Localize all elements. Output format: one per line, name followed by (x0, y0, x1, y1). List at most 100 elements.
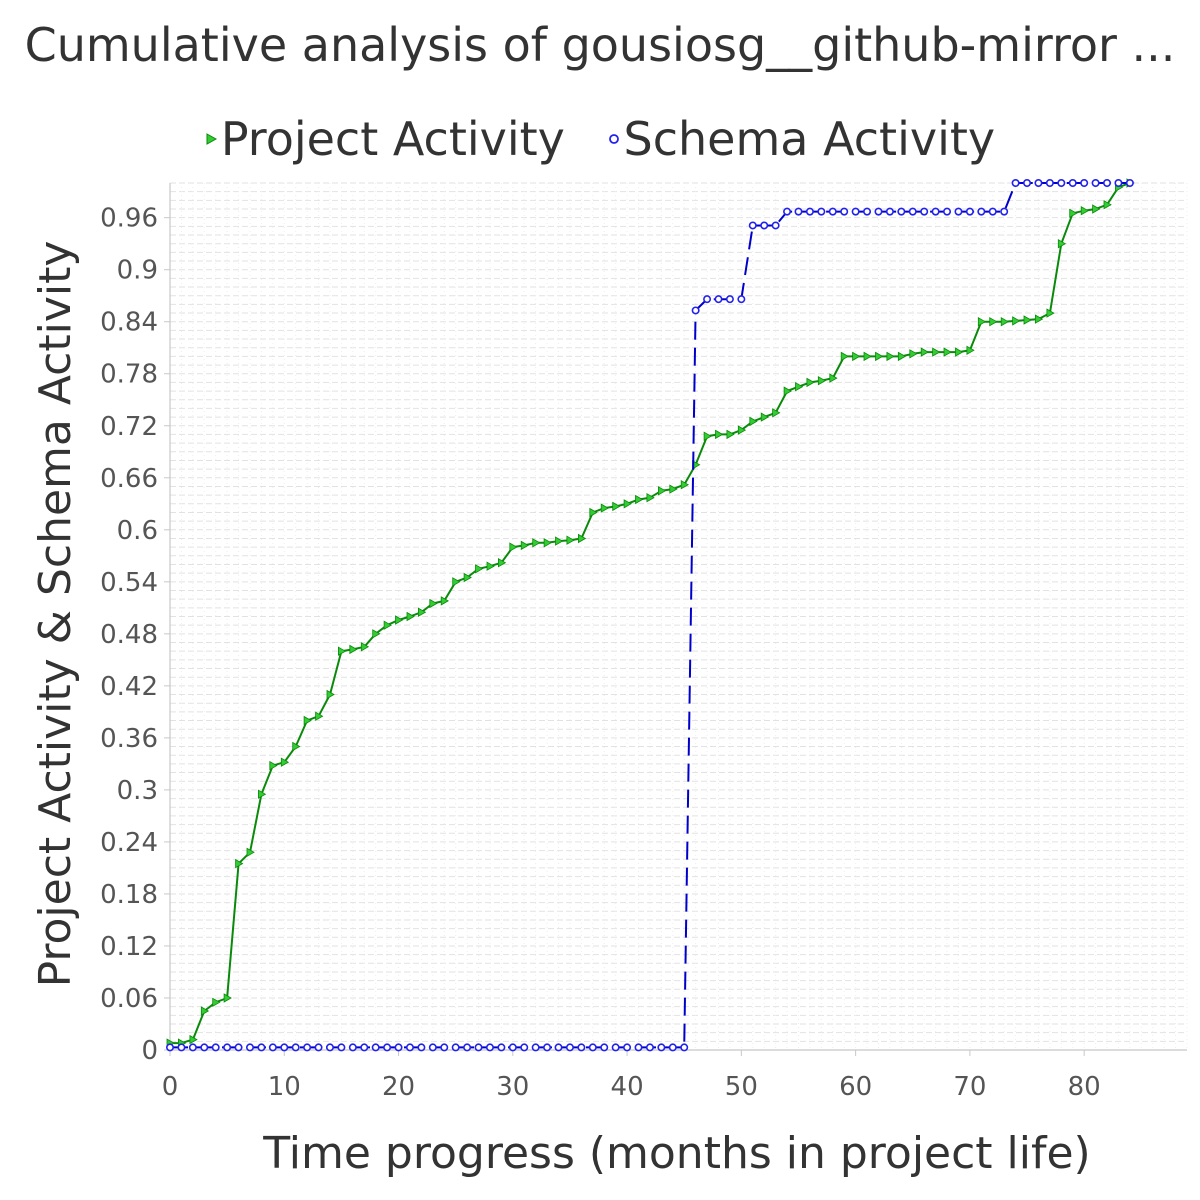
data-point (966, 345, 975, 355)
x-tick-label: 40 (611, 1072, 644, 1102)
data-point (885, 207, 894, 216)
data-point (931, 207, 940, 216)
data-point (497, 558, 507, 568)
data-point (497, 1043, 506, 1052)
data-point (555, 536, 564, 546)
data-point (303, 1043, 312, 1052)
data-point (851, 207, 860, 216)
data-point (211, 1043, 220, 1052)
x-tick-label: 0 (162, 1072, 179, 1102)
data-point (1000, 317, 1010, 327)
data-point (817, 376, 827, 386)
data-point (909, 349, 918, 359)
data-point (1023, 315, 1032, 325)
data-point (657, 1043, 666, 1052)
data-point (771, 221, 780, 230)
data-point (235, 858, 244, 869)
x-tick-label: 30 (496, 1072, 529, 1102)
data-point (189, 1034, 198, 1045)
data-point (1125, 179, 1134, 188)
data-point (440, 596, 450, 606)
data-point (703, 431, 712, 441)
data-point (212, 997, 221, 1007)
data-point (280, 1043, 289, 1052)
triangle-marker-icon (206, 133, 217, 145)
data-point (635, 494, 644, 505)
data-point (783, 386, 792, 396)
data-point (394, 1043, 403, 1052)
data-point (360, 642, 370, 652)
data-point (428, 1043, 437, 1052)
data-point (371, 1043, 380, 1052)
data-point (680, 1043, 689, 1052)
data-point (200, 1006, 210, 1016)
data-point (829, 373, 838, 383)
y-tick-label: 0.54 (100, 568, 158, 598)
data-point (669, 484, 678, 494)
data-point (1045, 179, 1054, 188)
data-point (988, 207, 997, 216)
y-tick-label: 0.42 (100, 672, 158, 702)
data-point (965, 207, 974, 216)
series (166, 178, 1135, 1052)
data-point (840, 207, 849, 216)
y-tick-label: 0.78 (100, 360, 158, 390)
data-point (611, 1043, 620, 1052)
data-point (200, 1043, 209, 1052)
data-point (486, 561, 495, 571)
data-point (543, 538, 552, 548)
data-point (760, 221, 769, 230)
data-point (280, 757, 290, 767)
data-point (509, 542, 518, 552)
data-point (577, 1043, 586, 1052)
y-tick-label: 0.3 (117, 776, 158, 806)
data-point (588, 1043, 597, 1052)
data-point (257, 1043, 266, 1052)
x-tick-label: 10 (268, 1072, 301, 1102)
legend-label-project-activity: Project Activity (220, 112, 565, 166)
data-point (1057, 179, 1066, 188)
data-point (405, 1043, 414, 1052)
data-point (531, 1043, 540, 1052)
data-point (783, 207, 792, 216)
y-tick-label: 0.66 (100, 464, 158, 494)
data-point (874, 207, 883, 216)
data-point (795, 382, 804, 392)
data-point (246, 847, 255, 857)
data-point (805, 207, 814, 216)
x-tick-label: 60 (839, 1072, 872, 1102)
series-0 (166, 178, 1135, 1048)
data-point (485, 1043, 494, 1052)
data-point (749, 416, 758, 427)
data-point (875, 351, 884, 362)
data-point (565, 1043, 574, 1052)
data-point (474, 1043, 483, 1052)
data-point (737, 295, 746, 304)
data-point (600, 1043, 609, 1052)
chart-title: Cumulative analysis of gousiosg__github-… (24, 18, 1176, 72)
data-point (817, 207, 826, 216)
data-point (566, 535, 575, 545)
y-tick-label: 0.18 (100, 880, 158, 910)
data-point (989, 317, 998, 327)
data-point (703, 295, 712, 304)
data-point (623, 499, 632, 509)
data-point (268, 1043, 277, 1052)
data-point (737, 425, 747, 435)
data-point (748, 221, 757, 230)
data-point (1035, 314, 1044, 324)
data-point (383, 1043, 392, 1052)
data-point (852, 351, 861, 362)
data-point (715, 429, 724, 440)
data-point (943, 207, 952, 216)
axes (164, 183, 1187, 1056)
data-point (360, 1043, 369, 1052)
y-tick-label: 0.06 (100, 984, 158, 1014)
data-point (417, 1043, 426, 1052)
data-point (612, 501, 621, 512)
x-axis-title: Time progress (months in project life) (262, 1128, 1090, 1179)
data-point (1068, 179, 1077, 188)
data-point (828, 207, 837, 216)
data-point (726, 429, 735, 440)
